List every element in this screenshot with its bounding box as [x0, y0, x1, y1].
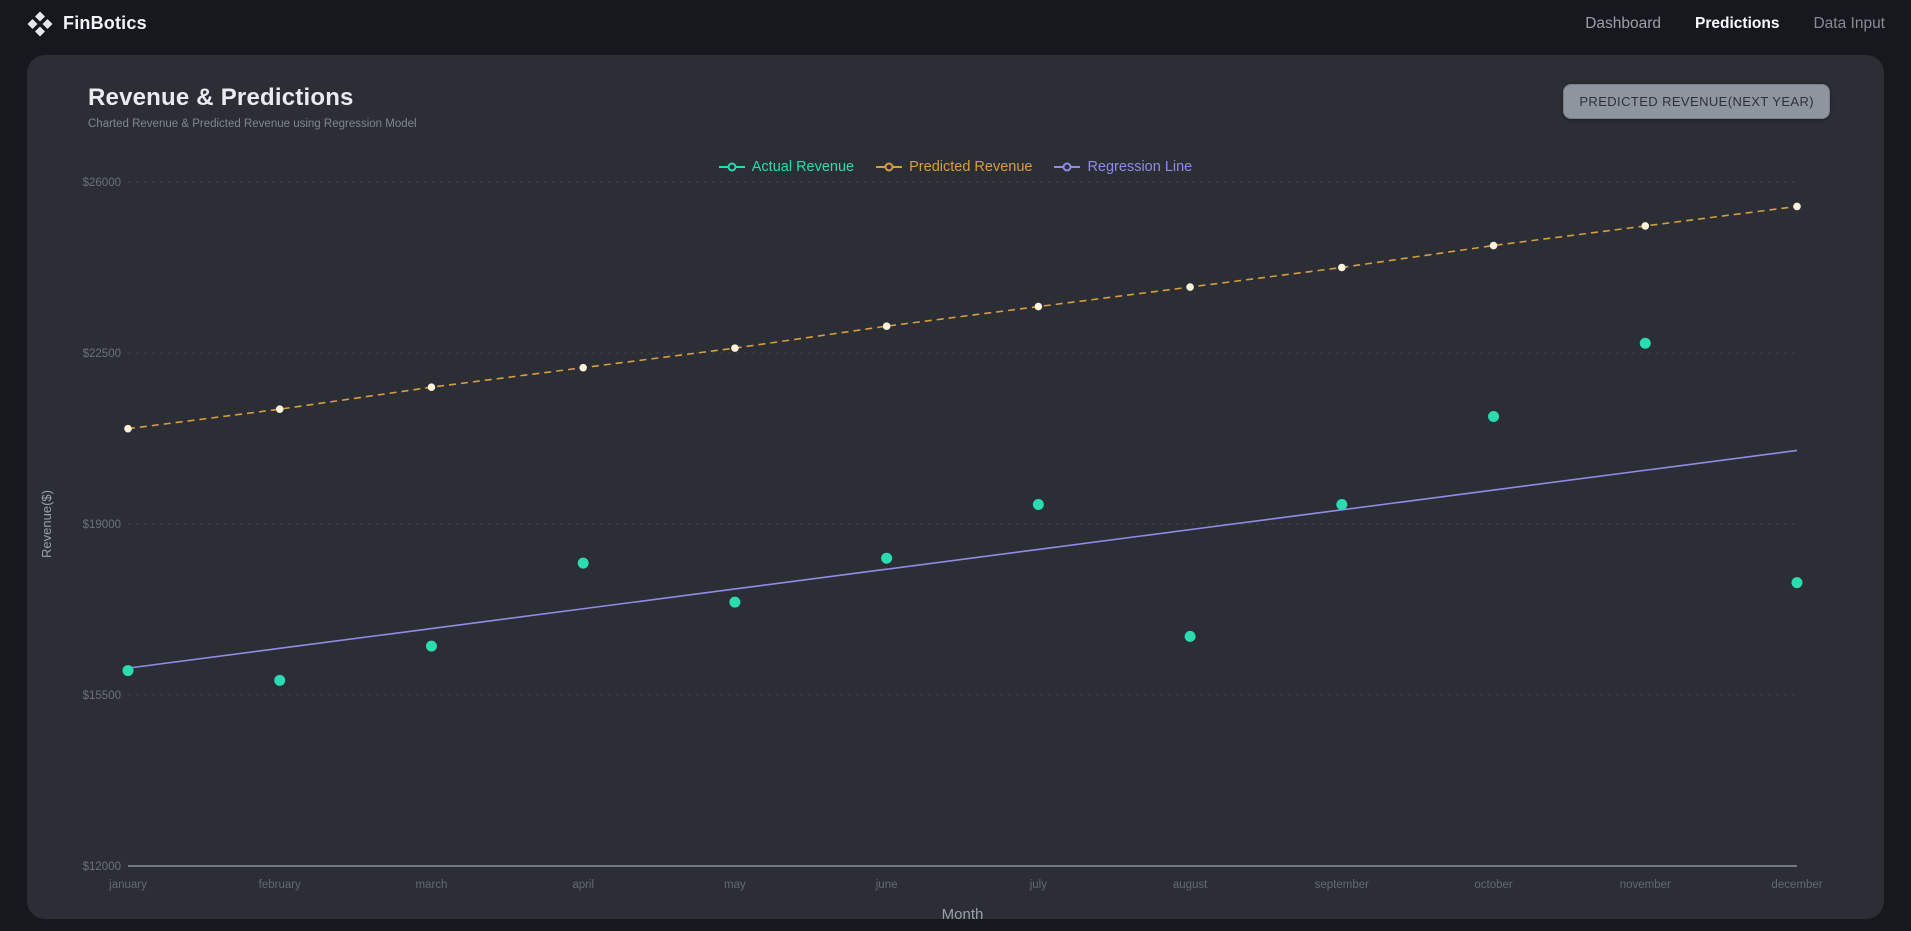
- legend-marker-predicted-revenue: [876, 162, 903, 172]
- legend-label-regression-line: Regression Line: [1087, 159, 1193, 175]
- y-tick-label: $19000: [83, 519, 121, 531]
- actual-revenue-point[interactable]: [1032, 498, 1044, 510]
- legend-marker-actual-revenue: [718, 162, 745, 172]
- y-tick-label: $15500: [83, 690, 121, 702]
- predicted-revenue-point[interactable]: [275, 405, 284, 413]
- x-tick-label: april: [572, 879, 594, 891]
- actual-revenue-point[interactable]: [1336, 498, 1348, 510]
- legend-item-actual-revenue[interactable]: Actual Revenue: [718, 159, 855, 175]
- actual-revenue-point[interactable]: [881, 552, 893, 564]
- x-axis-title: Month: [942, 906, 984, 919]
- predicted-revenue-point[interactable]: [579, 363, 587, 372]
- predicted-revenue-point[interactable]: [1034, 302, 1043, 311]
- predicted-revenue-point[interactable]: [1186, 283, 1194, 291]
- predicted-revenue-point[interactable]: [1793, 202, 1801, 211]
- x-tick-label: august: [1173, 879, 1208, 891]
- page-subtitle: Charted Revenue & Predicted Revenue usin…: [88, 118, 417, 130]
- actual-revenue-point[interactable]: [1639, 337, 1651, 349]
- x-tick-label: september: [1315, 879, 1370, 891]
- predicted-revenue-button[interactable]: PREDICTED REVENUE(NEXT YEAR): [1563, 84, 1830, 119]
- predicted-revenue-point[interactable]: [882, 322, 891, 330]
- predicted-revenue-point[interactable]: [427, 383, 436, 392]
- predicted-revenue-point[interactable]: [1641, 222, 1650, 230]
- legend-label-predicted-revenue: Predicted Revenue: [909, 159, 1033, 175]
- legend-marker-regression-line: [1054, 162, 1081, 172]
- predicted-revenue-point[interactable]: [124, 424, 132, 433]
- x-tick-label: january: [108, 879, 147, 891]
- y-tick-label: $22500: [83, 348, 121, 360]
- regression-line-line: [127, 449, 1798, 669]
- y-tick-label: $26000: [83, 177, 121, 189]
- actual-revenue-point[interactable]: [1791, 577, 1803, 589]
- panel-head: Revenue & Predictions Charted Revenue & …: [88, 84, 1830, 130]
- finbotics-logo-icon: [27, 11, 53, 37]
- y-tick-label: $12000: [83, 861, 121, 873]
- nav-data-input[interactable]: Data Input: [1813, 14, 1885, 32]
- actual-revenue-point[interactable]: [1184, 630, 1196, 642]
- x-tick-label: february: [259, 879, 301, 891]
- predicted-revenue-point[interactable]: [731, 344, 739, 352]
- brand: FinBotics: [27, 11, 147, 37]
- main-nav: Dashboard Predictions Data Input: [1585, 15, 1885, 33]
- legend-item-predicted-revenue[interactable]: Predicted Revenue: [876, 159, 1032, 175]
- x-tick-label: november: [1620, 879, 1671, 891]
- actual-revenue-point[interactable]: [274, 674, 286, 686]
- x-tick-label: may: [724, 879, 746, 891]
- actual-revenue-point[interactable]: [425, 640, 437, 652]
- panel-titles: Revenue & Predictions Charted Revenue & …: [88, 84, 417, 130]
- predictions-panel: Revenue & Predictions Charted Revenue & …: [27, 55, 1884, 919]
- x-tick-label: december: [1771, 879, 1822, 891]
- revenue-chart[interactable]: $12000 $15500 $19000 $22500 $26000 january feb…: [27, 55, 1884, 919]
- brand-name: FinBotics: [63, 13, 147, 33]
- actual-revenue-point[interactable]: [122, 665, 134, 677]
- x-tick-label: october: [1474, 879, 1513, 891]
- predicted-revenue-point[interactable]: [1489, 241, 1498, 250]
- nav-dashboard[interactable]: Dashboard: [1585, 14, 1662, 32]
- predicted-revenue-point[interactable]: [1338, 263, 1346, 272]
- y-axis-title: Revenue($): [39, 490, 54, 558]
- x-tick-label: july: [1029, 879, 1048, 891]
- x-tick-label: june: [875, 879, 898, 891]
- app-header: FinBotics Dashboard Predictions Data Inp…: [0, 0, 1911, 47]
- legend-label-actual-revenue: Actual Revenue: [751, 159, 855, 175]
- legend-item-regression-line[interactable]: Regression Line: [1054, 159, 1192, 175]
- x-tick-label: march: [415, 879, 447, 891]
- actual-revenue-point[interactable]: [1488, 411, 1500, 423]
- chart-legend: Actual Revenue Predicted Revenue Regressio…: [27, 159, 1884, 175]
- nav-predictions[interactable]: Predictions: [1695, 14, 1780, 32]
- predicted-revenue-line: [127, 205, 1798, 430]
- actual-revenue-point[interactable]: [729, 596, 741, 608]
- actual-revenue-point[interactable]: [577, 557, 589, 569]
- page-title: Revenue & Predictions: [88, 84, 354, 111]
